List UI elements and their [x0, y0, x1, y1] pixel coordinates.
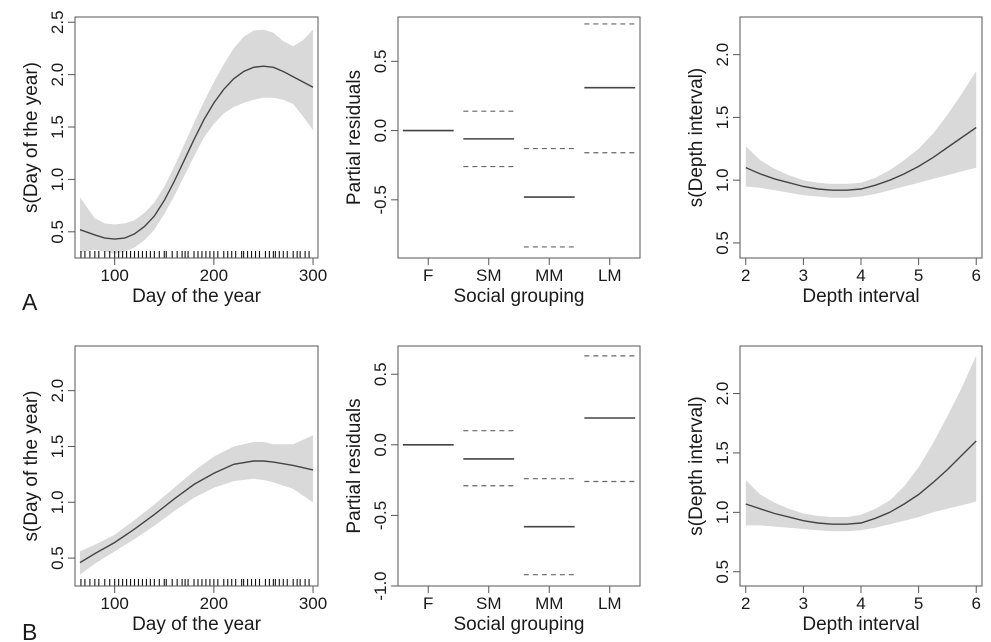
plot-frame [739, 345, 983, 587]
x-tick-label: MM [535, 594, 563, 613]
y-tick-label: 0.0 [371, 119, 390, 143]
plot-frame [397, 345, 641, 587]
y-tick-label: 1.0 [48, 490, 67, 514]
confidence-band [745, 355, 977, 532]
y-axis-title: s(Day of the year) [21, 391, 42, 542]
x-tick-label: LM [598, 266, 622, 285]
x-tick-label: 5 [914, 594, 923, 613]
y-axis-title: Partial residuals [344, 398, 365, 533]
y-tick-label: 1.5 [713, 106, 732, 130]
panel-2: F SM MM LM -0.5 0.0 0.5 Social grouping Partial … [344, 16, 641, 307]
x-tick-label: 100 [100, 266, 128, 285]
panel-4: 100 200 300 0.5 1.0 1.5 2.0 Day of the year s(Da… [21, 345, 327, 642]
y-tick-label: 1.5 [48, 115, 67, 139]
panel-1: 100 200 300 0.5 1.0 1.5 2.0 2.5 Day of the year s… [21, 10, 327, 315]
plot-frame [74, 345, 319, 587]
y-tick-label: 2.0 [48, 63, 67, 87]
x-axis-title: Day of the year [132, 614, 262, 635]
x-tick-label: 3 [799, 594, 808, 613]
x-tick-label: SM [476, 594, 502, 613]
x-axis-title: Day of the year [132, 286, 262, 307]
y-tick-label: 0.5 [371, 362, 390, 386]
y-tick-label: 2.0 [713, 43, 732, 67]
x-axis-title: Social grouping [454, 286, 585, 307]
smooth-line [79, 65, 314, 240]
y-tick-label: 0.5 [713, 560, 732, 584]
x-tick-label: 5 [914, 266, 923, 285]
y-tick-label: 2.0 [48, 379, 67, 403]
plot-frame [397, 16, 641, 259]
panel-3: 2 3 4 5 6 0.5 1.0 1.5 2.0 Depth interval s(Depth i… [686, 16, 983, 307]
x-tick-label: MM [535, 266, 563, 285]
x-tick-label: 4 [856, 594, 865, 613]
panel-letter: B [22, 619, 37, 642]
y-axis-title: Partial residuals [344, 70, 365, 205]
y-tick-label: 0.5 [48, 220, 67, 244]
y-tick-label: -0.5 [371, 501, 390, 530]
y-tick-label: 0.0 [371, 433, 390, 457]
smooth-line [79, 460, 314, 564]
x-axis-title: Social grouping [454, 614, 585, 635]
plot-frame [74, 16, 319, 259]
y-tick-label: 1.0 [713, 168, 732, 192]
y-tick-label: 2.0 [713, 382, 732, 406]
y-tick-label: 0.5 [713, 231, 732, 255]
y-tick-label: 0.5 [371, 50, 390, 74]
y-tick-label: -1.0 [371, 571, 390, 600]
panel-6: 2 3 4 5 6 0.5 1.0 1.5 2.0 Depth interval s(Depth i… [686, 345, 983, 635]
x-tick-label: SM [476, 266, 502, 285]
panel-letter: A [22, 289, 38, 315]
x-tick-label: F [423, 594, 433, 613]
x-tick-label: 300 [299, 594, 327, 613]
y-tick-label: 2.5 [48, 10, 67, 34]
x-tick-label: LM [598, 594, 622, 613]
y-tick-label: 1.0 [48, 168, 67, 192]
y-tick-label: -0.5 [371, 185, 390, 214]
y-tick-label: 0.5 [48, 546, 67, 570]
smooth-line [745, 440, 977, 525]
y-axis-title: s(Day of the year) [21, 62, 42, 213]
y-tick-label: 1.5 [713, 441, 732, 465]
x-tick-label: 3 [799, 266, 808, 285]
y-tick-label: 1.0 [713, 501, 732, 525]
confidence-band [80, 29, 313, 254]
panel-5: F SM MM LM -1.0 -0.5 0.0 0.5 Social grouping Part… [344, 345, 641, 635]
plot-frame [739, 16, 983, 259]
y-tick-label: 1.5 [48, 435, 67, 459]
x-tick-label: 2 [741, 594, 750, 613]
x-tick-label: 300 [299, 266, 327, 285]
x-tick-label: 200 [200, 266, 228, 285]
x-axis-title: Depth interval [802, 614, 919, 635]
smooth-line [745, 126, 977, 191]
x-tick-label: 2 [741, 266, 750, 285]
x-tick-label: F [423, 266, 433, 285]
x-tick-label: 4 [856, 266, 865, 285]
x-tick-label: 6 [972, 594, 981, 613]
confidence-band [745, 71, 977, 198]
confidence-band [80, 435, 313, 575]
x-axis-title: Depth interval [802, 286, 919, 307]
x-tick-label: 200 [200, 594, 228, 613]
x-tick-label: 6 [972, 266, 981, 285]
x-tick-label: 100 [100, 594, 128, 613]
y-axis-title: s(Depth interval) [686, 396, 707, 535]
y-axis-title: s(Depth interval) [686, 68, 707, 207]
